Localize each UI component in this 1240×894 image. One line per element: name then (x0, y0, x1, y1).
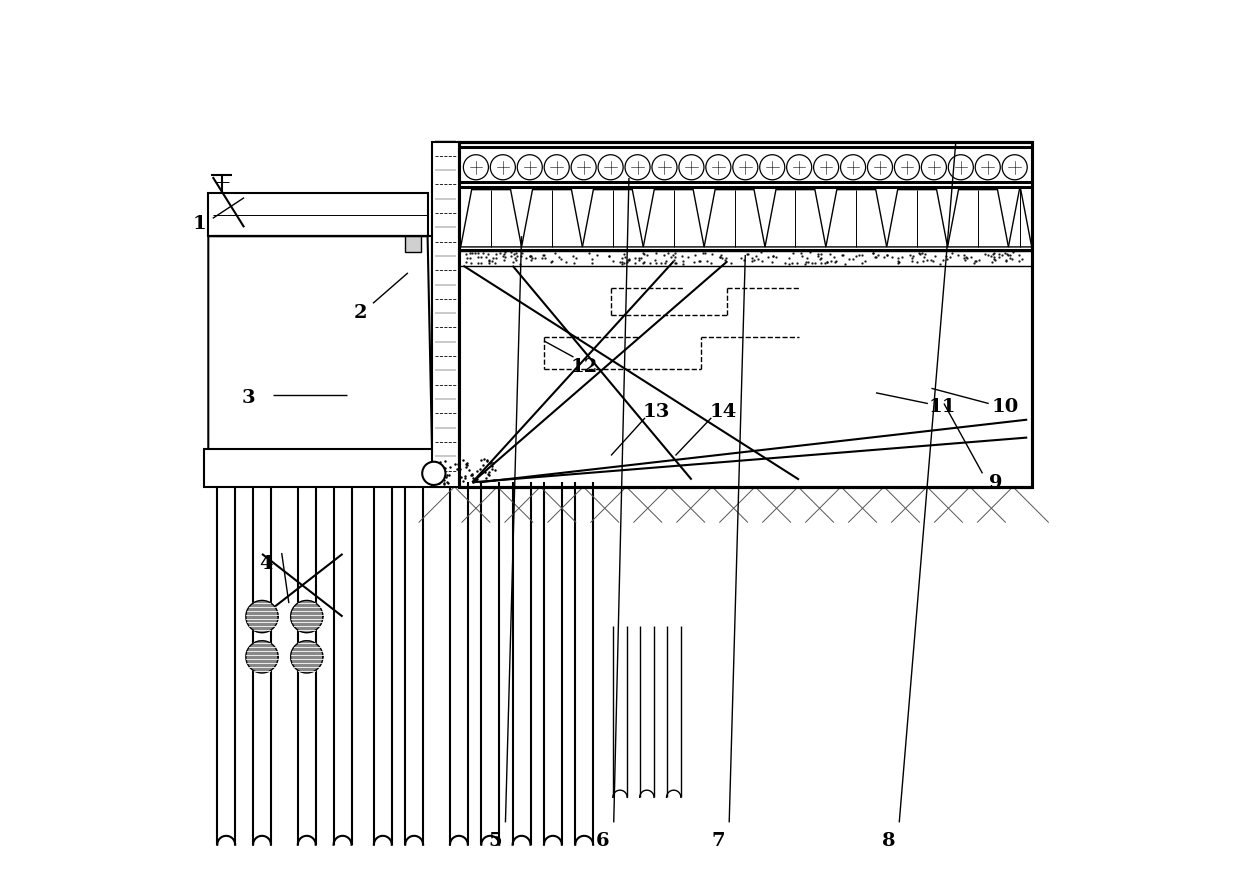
Text: 12: 12 (570, 358, 598, 375)
Polygon shape (583, 190, 644, 248)
Circle shape (678, 156, 704, 181)
Polygon shape (704, 190, 765, 248)
Circle shape (894, 156, 920, 181)
Text: 3: 3 (242, 389, 255, 407)
Bar (208, 194, 428, 237)
Circle shape (706, 156, 730, 181)
Circle shape (813, 156, 838, 181)
Polygon shape (290, 641, 322, 673)
Polygon shape (644, 190, 704, 248)
Circle shape (652, 156, 677, 181)
Polygon shape (1008, 190, 1032, 248)
Circle shape (422, 462, 445, 485)
Circle shape (841, 156, 866, 181)
Circle shape (544, 156, 569, 181)
Bar (203, 450, 454, 487)
Circle shape (464, 156, 489, 181)
Bar (459, 143, 1032, 487)
Polygon shape (246, 641, 278, 673)
Text: 2: 2 (353, 304, 367, 322)
Text: 13: 13 (642, 402, 670, 420)
Polygon shape (461, 190, 522, 248)
Polygon shape (246, 601, 278, 633)
Bar (459, 143, 1032, 487)
Bar (405, 237, 422, 253)
Circle shape (921, 156, 946, 181)
Circle shape (517, 156, 542, 181)
Circle shape (572, 156, 596, 181)
Text: 8: 8 (882, 831, 895, 849)
Circle shape (975, 156, 1001, 181)
Bar (432, 143, 459, 487)
Circle shape (625, 156, 650, 181)
Text: 14: 14 (709, 402, 737, 420)
Polygon shape (947, 190, 1008, 248)
Text: 5: 5 (487, 831, 501, 849)
Text: 11: 11 (929, 398, 956, 416)
Text: 6: 6 (595, 831, 609, 849)
Polygon shape (765, 190, 826, 248)
Text: 10: 10 (991, 398, 1018, 416)
Polygon shape (290, 601, 322, 633)
Circle shape (760, 156, 785, 181)
Polygon shape (826, 190, 887, 248)
Circle shape (949, 156, 973, 181)
Text: 7: 7 (712, 831, 725, 849)
Circle shape (1002, 156, 1027, 181)
Circle shape (786, 156, 812, 181)
Polygon shape (887, 190, 947, 248)
Circle shape (490, 156, 516, 181)
Polygon shape (522, 190, 583, 248)
Circle shape (868, 156, 893, 181)
Text: 1: 1 (192, 215, 206, 232)
Text: 4: 4 (259, 554, 273, 572)
Polygon shape (208, 237, 432, 450)
Circle shape (598, 156, 624, 181)
Text: 9: 9 (990, 474, 1003, 492)
Circle shape (733, 156, 758, 181)
